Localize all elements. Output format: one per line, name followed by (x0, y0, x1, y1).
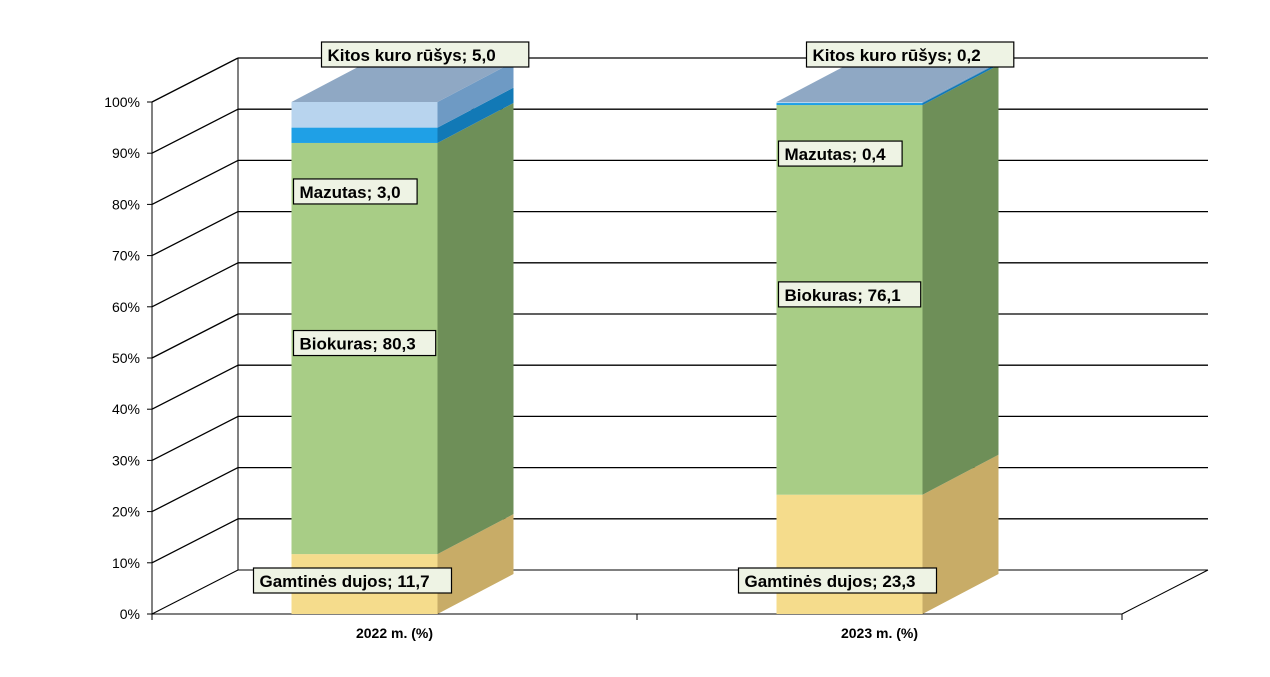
bar-segment (776, 103, 923, 106)
y-tick-label: 90% (112, 145, 140, 161)
data-label-text: Biokuras; 80,3 (300, 335, 416, 354)
gridline-side (151, 57, 239, 103)
data-label: Kitos kuro rūšys; 0,2 (805, 41, 1015, 68)
bar-segment (776, 102, 923, 104)
gridline-side (151, 467, 239, 513)
data-label-box (777, 140, 903, 167)
y-tick-label: 80% (112, 196, 140, 212)
y-tick-label: 0% (120, 606, 140, 622)
bar-segment-side (437, 87, 514, 143)
bar-segment-side (922, 454, 999, 614)
bar-segment (776, 494, 923, 614)
chart-frame: 0% 10% 20% 30% 40% 50% 60% 70% 80% 90% 100% (104, 57, 1209, 622)
data-label-text: Biokuras; 76,1 (785, 286, 901, 305)
bar-segment-side (922, 62, 999, 104)
gridline-side (151, 364, 239, 410)
bar-segment-side (437, 62, 514, 128)
x-category-label: 2023 m. (%) (841, 625, 918, 641)
y-tick-label: 70% (112, 248, 140, 264)
y-tick-label: 100% (104, 94, 140, 110)
gridline-side (151, 518, 239, 564)
data-label: Kitos kuro rūšys; 5,0 (320, 41, 530, 68)
data-label-box (805, 41, 1015, 68)
data-label: Gamtinės dujos; 23,3 (737, 567, 938, 594)
gridline-side (151, 159, 239, 205)
data-label-text: Mazutas; 0,4 (785, 145, 887, 164)
y-tick-label: 10% (112, 555, 140, 571)
y-tick-label: 40% (112, 401, 140, 417)
data-label: Mazutas; 0,4 (777, 140, 903, 167)
data-label-text: Kitos kuro rūšys; 0,2 (813, 46, 981, 65)
data-label: Mazutas; 3,0 (292, 178, 418, 205)
data-label-text: Gamtinės dujos; 23,3 (745, 572, 916, 591)
data-label-box (320, 41, 530, 68)
floor-right-edge (1121, 569, 1209, 615)
y-tick-label: 60% (112, 299, 140, 315)
gridline-side (151, 211, 239, 257)
y-tick-label: 50% (112, 350, 140, 366)
data-label: Gamtinės dujos; 11,7 (252, 567, 453, 594)
gridline-side (151, 108, 239, 154)
x-category-label: 2022 m. (%) (356, 625, 433, 641)
gridline-side (151, 262, 239, 308)
gridline-side (151, 415, 239, 461)
data-label-box (292, 329, 437, 357)
bar-top-face (776, 62, 999, 102)
bar-segment-side (922, 63, 999, 106)
data-label-box (252, 567, 453, 594)
chart-bars (291, 62, 999, 614)
bar-segment-side (437, 102, 514, 555)
data-label: Biokuras; 80,3 (292, 329, 437, 357)
bar-top-face (291, 62, 514, 102)
data-label-box (777, 281, 922, 308)
data-label-box (737, 567, 938, 594)
bar-segment (291, 127, 438, 143)
chart-labels: 2022 m. (%) Gamtinės dujos; 11,7 Biokuras;… (252, 41, 1015, 641)
data-label-text: Gamtinės dujos; 11,7 (260, 572, 430, 591)
y-tick-label: 20% (112, 504, 140, 520)
data-label-box (292, 178, 418, 205)
bar-segment-side (437, 514, 514, 614)
floor-left-edge (151, 569, 239, 615)
gridline-side (151, 313, 239, 359)
y-tick-label: 30% (112, 452, 140, 468)
data-label: Biokuras; 76,1 (777, 281, 922, 308)
data-label-text: Kitos kuro rūšys; 5,0 (328, 46, 496, 65)
bar-segment (291, 102, 438, 128)
data-label-text: Mazutas; 3,0 (300, 183, 401, 202)
bar-segment-side (922, 65, 999, 495)
